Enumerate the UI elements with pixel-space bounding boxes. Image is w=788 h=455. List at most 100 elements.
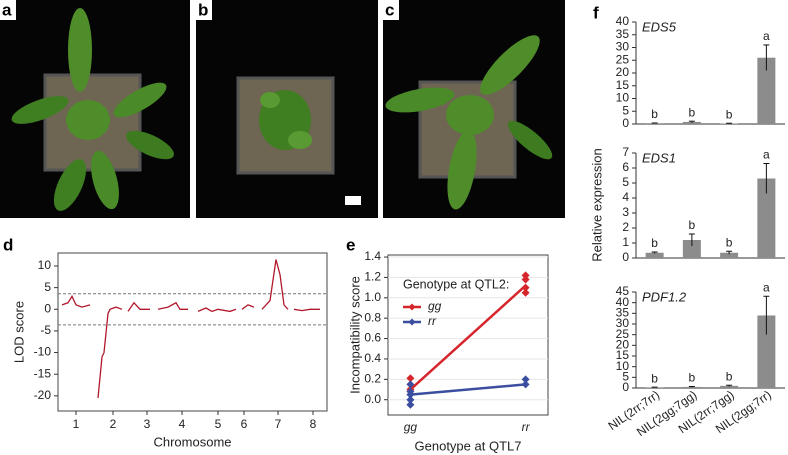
plot-frame	[387, 254, 549, 416]
y-tick-label: 5	[622, 370, 629, 384]
y-tick-label: 6	[622, 160, 629, 174]
y-tick-label: 30	[616, 40, 630, 54]
x-tick-label: 7	[275, 417, 282, 431]
bar	[720, 252, 739, 258]
y-tick-label: 25	[616, 52, 630, 66]
y-tick-label: -5	[40, 323, 51, 337]
lod-line	[61, 259, 320, 399]
bar	[682, 240, 701, 258]
bar	[645, 387, 664, 388]
panel-label: b	[198, 0, 208, 19]
bar	[682, 121, 701, 124]
significance-letter: b	[726, 107, 733, 121]
bar	[757, 178, 776, 258]
legend-label: rr	[428, 314, 437, 328]
y-tick-label: 2	[622, 220, 629, 234]
x-tick-label: 6	[241, 417, 248, 431]
data-point	[521, 271, 530, 280]
y-axis-label: Incompatibility score	[347, 276, 362, 394]
photo-b	[196, 0, 378, 218]
y-tick-label: 1.2	[364, 270, 381, 284]
significance-letter: b	[726, 369, 733, 383]
x-tick-label: 5	[215, 417, 222, 431]
x-axis-label: Chromosome	[153, 434, 231, 449]
bar	[757, 57, 776, 125]
y-tick-label: -15	[34, 366, 52, 380]
bar	[645, 123, 664, 124]
y-tick-label: 15	[616, 348, 630, 362]
significance-letter: b	[689, 105, 696, 119]
y-tick-label: 35	[616, 306, 630, 320]
y-tick-label: 3	[622, 205, 629, 219]
legend-title: Genotype at QTL2:	[403, 277, 509, 291]
data-point	[406, 395, 415, 404]
gene-title: EDS5	[642, 19, 677, 34]
x-tick-label: 2	[110, 417, 117, 431]
y-tick-label: 5	[622, 175, 629, 189]
y-tick-label: -20	[34, 388, 52, 402]
data-point	[521, 283, 530, 292]
y-tick-label: 25	[616, 327, 630, 341]
plot-frame	[57, 252, 328, 412]
x-tick-label: 8	[310, 417, 317, 431]
y-tick-label: 45	[616, 284, 630, 298]
y-tick-label: 15	[616, 78, 630, 92]
y-tick-label: 0	[622, 116, 629, 130]
significance-letter: b	[651, 236, 658, 250]
panel-label: a	[2, 0, 12, 19]
x-axis-label: Genotype at QTL7	[415, 438, 522, 453]
y-tick-label: 0.8	[364, 310, 381, 324]
y-tick-label: 0.4	[364, 351, 381, 365]
legend-marker	[408, 303, 416, 311]
significance-letter: b	[651, 107, 658, 121]
x-tick-label: 3	[144, 417, 151, 431]
x-tick-label: rr	[522, 420, 531, 434]
y-tick-label: 4	[622, 190, 629, 204]
x-tick-label: 4	[179, 417, 186, 431]
y-tick-label: 1.0	[364, 290, 381, 304]
x-tick-label: 1	[73, 417, 80, 431]
y-tick-label: 0	[44, 301, 51, 315]
bar	[682, 386, 701, 388]
y-tick-label: 1	[622, 235, 629, 249]
panel-label: d	[3, 235, 13, 254]
data-point	[521, 375, 530, 384]
y-tick-label: 10	[616, 91, 630, 105]
y-tick-label: 7	[622, 145, 629, 159]
bar	[757, 315, 776, 388]
y-tick-label: 0.2	[364, 372, 381, 386]
data-point	[521, 380, 530, 389]
data-point	[406, 380, 415, 389]
y-tick-label: 10	[616, 359, 630, 373]
y-tick-label: 1.4	[364, 249, 381, 263]
significance-letter: a	[763, 148, 770, 162]
significance-letter: a	[763, 280, 770, 294]
bar	[645, 252, 664, 258]
data-point	[406, 400, 415, 409]
y-tick-label: 0.6	[364, 331, 381, 345]
legend-label: gg	[428, 299, 442, 313]
data-point	[406, 374, 415, 383]
y-tick-label: 0	[622, 380, 629, 394]
y-tick-label: 0.0	[364, 392, 381, 406]
y-tick-label: 20	[616, 65, 630, 79]
y-tick-label: -10	[34, 345, 52, 359]
y-tick-label: 35	[616, 27, 630, 41]
significance-letter: b	[651, 371, 658, 385]
panel-label: c	[385, 0, 394, 19]
y-axis-label: Relative expression	[589, 148, 604, 261]
legend-marker	[408, 318, 416, 326]
data-point	[521, 275, 530, 284]
panel-label: e	[346, 235, 355, 254]
significance-letter: a	[763, 29, 770, 43]
panel-label: f	[593, 3, 599, 22]
significance-letter: b	[726, 235, 733, 249]
y-tick-label: 20	[616, 338, 630, 352]
series-line	[409, 284, 527, 391]
photo-c	[383, 0, 565, 218]
data-point	[406, 390, 415, 399]
gene-title: PDF1.2	[642, 289, 687, 304]
gene-title: EDS1	[642, 150, 676, 165]
